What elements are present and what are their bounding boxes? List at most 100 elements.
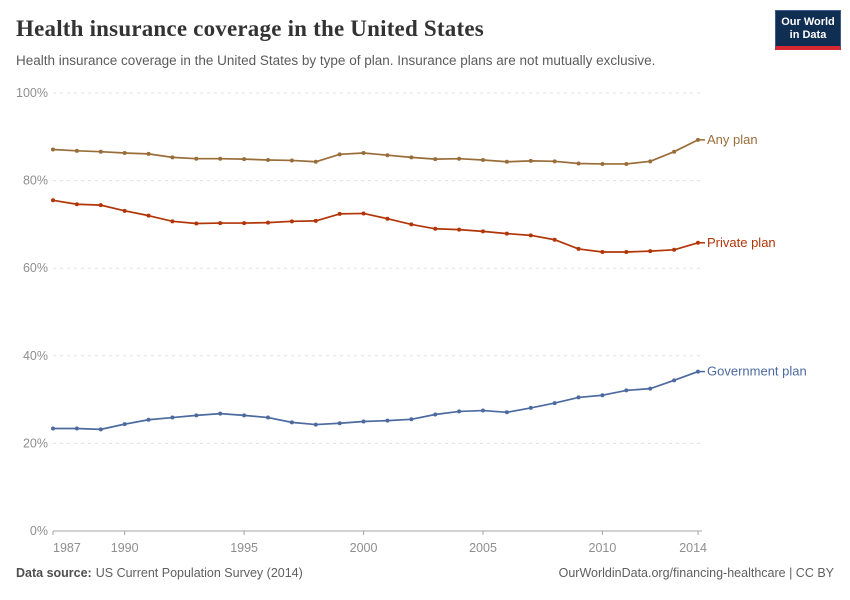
owid-logo-line1: Our World (781, 16, 835, 28)
x-tick-label: 2005 (469, 541, 497, 555)
owid-logo-line2: in Data (789, 29, 827, 41)
data-point-any-plan (98, 149, 103, 154)
data-point-government-plan (122, 422, 127, 427)
series-label-government-plan[interactable]: Government plan (707, 364, 807, 379)
y-tick-label: 20% (23, 436, 48, 450)
data-point-government-plan (409, 417, 414, 422)
data-point-private-plan (170, 219, 175, 224)
data-point-private-plan (74, 202, 79, 207)
data-point-any-plan (385, 153, 390, 158)
data-point-any-plan (457, 156, 462, 161)
x-tick-label: 1995 (230, 541, 258, 555)
series-line-government-plan[interactable] (53, 370, 699, 431)
data-point-any-plan (528, 158, 533, 163)
data-point-private-plan (218, 221, 223, 226)
data-point-any-plan (146, 151, 151, 156)
data-point-government-plan (361, 419, 366, 424)
data-point-any-plan (242, 157, 247, 162)
data-point-private-plan (624, 249, 629, 254)
data-point-private-plan (194, 221, 199, 226)
data-point-any-plan (194, 156, 199, 161)
data-point-any-plan (552, 159, 557, 164)
data-point-government-plan (337, 421, 342, 426)
data-point-government-plan (528, 405, 533, 410)
series-label-any-plan[interactable]: Any plan (707, 132, 758, 147)
data-point-any-plan (409, 155, 414, 160)
data-point-any-plan (481, 158, 485, 163)
data-point-government-plan (218, 411, 223, 416)
data-point-any-plan (74, 148, 79, 153)
data-point-private-plan (385, 216, 390, 221)
data-point-government-plan (648, 386, 653, 391)
data-point-government-plan (457, 409, 462, 414)
series-label-private-plan[interactable]: Private plan (707, 235, 776, 250)
data-point-any-plan (433, 157, 438, 162)
x-tick-label: 2010 (589, 541, 617, 555)
data-point-any-plan (504, 159, 509, 164)
data-point-private-plan (696, 240, 700, 245)
data-point-any-plan (170, 155, 175, 160)
data-point-any-plan (51, 147, 55, 152)
data-point-private-plan (600, 249, 605, 254)
data-point-private-plan (672, 247, 677, 252)
data-point-government-plan (385, 418, 390, 423)
data-point-government-plan (504, 410, 509, 415)
x-tick-label: 1990 (111, 541, 139, 555)
data-point-government-plan (576, 395, 581, 400)
x-tick-label: 2000 (350, 541, 378, 555)
chart-subtitle: Health insurance coverage in the United … (16, 53, 656, 68)
data-point-any-plan (672, 149, 677, 154)
data-point-private-plan (337, 211, 342, 216)
data-point-government-plan (672, 378, 677, 383)
data-point-private-plan (409, 222, 414, 227)
data-source-label: Data source: (16, 566, 92, 580)
data-point-any-plan (576, 161, 581, 166)
data-point-government-plan (696, 369, 700, 374)
credit-link[interactable]: OurWorldinData.org/financing-healthcare … (558, 566, 834, 580)
data-point-private-plan (122, 208, 127, 213)
y-tick-label: 0% (30, 524, 48, 538)
page-title: Health insurance coverage in the United … (16, 16, 484, 41)
y-tick-label: 40% (23, 349, 48, 363)
data-point-any-plan (266, 158, 270, 163)
data-point-private-plan (528, 233, 533, 238)
data-point-government-plan (600, 393, 605, 398)
data-point-any-plan (218, 156, 223, 161)
y-tick-label: 60% (23, 261, 48, 275)
data-point-any-plan (624, 161, 629, 166)
data-point-any-plan (600, 161, 605, 166)
data-point-private-plan (648, 249, 653, 254)
data-point-private-plan (552, 237, 557, 242)
data-point-government-plan (74, 426, 79, 431)
series-line-any-plan[interactable] (52, 139, 699, 165)
chart-footer: Data source: US Current Population Survey… (16, 566, 834, 580)
data-point-government-plan (481, 408, 485, 413)
data-point-government-plan (313, 422, 318, 427)
data-point-any-plan (361, 151, 366, 156)
data-point-private-plan (504, 231, 509, 236)
y-tick-label: 100% (16, 86, 48, 100)
data-point-any-plan (696, 137, 700, 142)
data-point-government-plan (194, 413, 199, 418)
x-tick-label: 2014 (679, 541, 707, 555)
owid-logo[interactable]: Our World in Data (775, 10, 841, 50)
data-point-government-plan (624, 388, 629, 393)
series-line-private-plan[interactable] (52, 199, 699, 253)
data-point-government-plan (242, 413, 247, 418)
data-source-value: US Current Population Survey (2014) (95, 566, 303, 580)
data-point-private-plan (242, 221, 247, 226)
data-point-government-plan (51, 426, 55, 431)
data-point-government-plan (146, 417, 151, 422)
data-point-government-plan (552, 401, 557, 406)
data-point-government-plan (289, 420, 294, 425)
data-point-government-plan (170, 415, 175, 420)
data-point-private-plan (289, 219, 294, 224)
data-point-any-plan (122, 151, 127, 156)
data-point-private-plan (146, 213, 151, 218)
data-point-government-plan (98, 427, 103, 432)
y-tick-label: 80% (23, 174, 48, 188)
data-point-government-plan (266, 415, 270, 420)
data-point-private-plan (266, 220, 270, 225)
